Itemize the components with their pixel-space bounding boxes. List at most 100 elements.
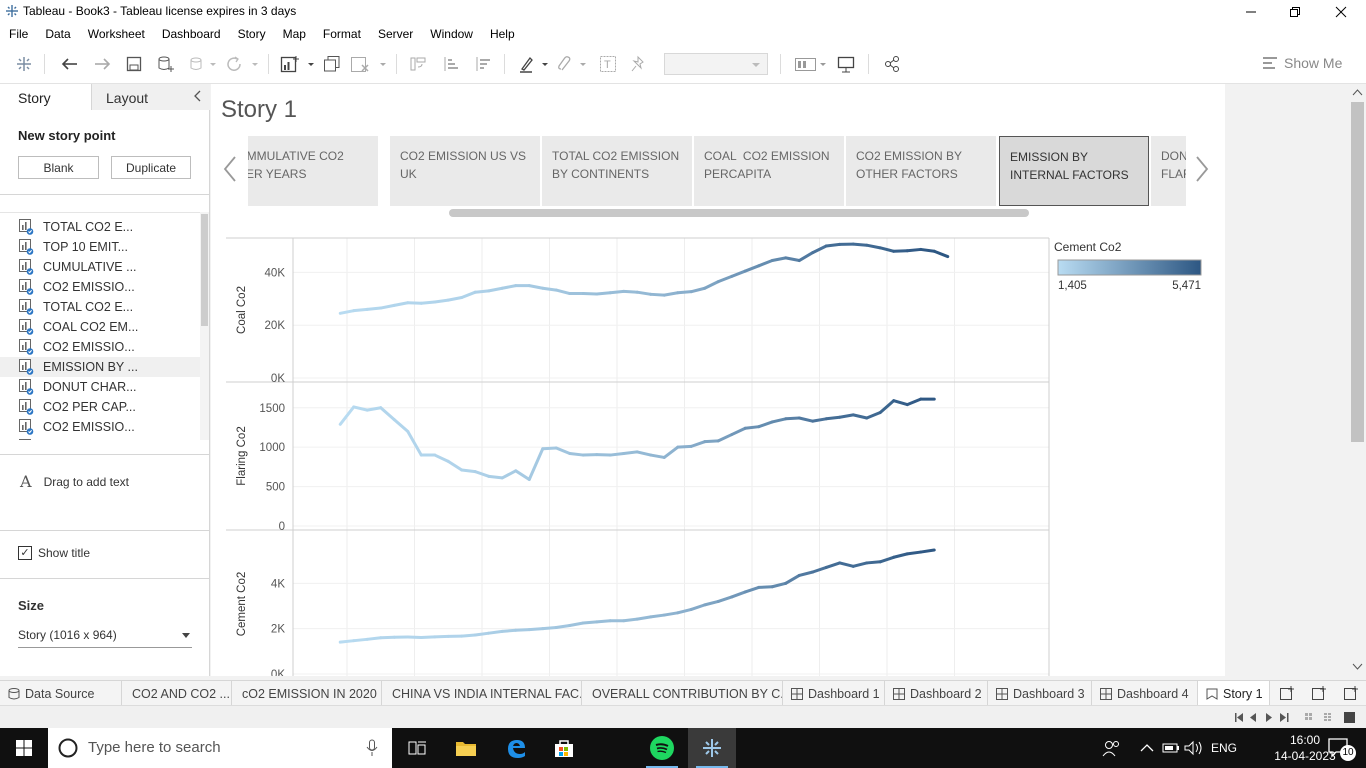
language-indicator[interactable]: ENG [1211, 741, 1238, 755]
story-point[interactable]: TOTAL CO2 EMISSION BY CONTINENTS [542, 136, 692, 206]
microphone-icon[interactable] [366, 739, 378, 757]
sheet-tab[interactable]: Data Source [0, 681, 122, 706]
sheet-list-scrollbar[interactable] [200, 212, 209, 440]
spotify-button[interactable] [638, 728, 686, 768]
minimize-button[interactable] [1228, 0, 1274, 23]
menu-format[interactable]: Format [322, 26, 361, 41]
vertical-scrollbar[interactable] [1349, 84, 1366, 676]
drag-to-add-text[interactable]: A Drag to add text [20, 472, 129, 491]
pause-updates-button[interactable] [188, 54, 218, 74]
sort-ascending-button[interactable] [440, 54, 460, 74]
story-sheet-item[interactable]: EMISSION BY ... [0, 357, 200, 377]
new-story-tab-button[interactable] [1342, 685, 1360, 703]
edge-browser-button[interactable] [492, 728, 540, 768]
show-labels-button[interactable]: T [598, 54, 618, 74]
story-sheet-item[interactable]: TOTAL CO2 E... [0, 297, 200, 317]
scroll-up-icon[interactable] [1349, 86, 1366, 100]
story-point[interactable]: DONUT FLARIN [1151, 136, 1186, 206]
undo-button[interactable] [60, 54, 80, 74]
close-button[interactable] [1318, 0, 1364, 23]
start-button[interactable] [0, 728, 48, 768]
scrollbar-thumb[interactable] [201, 214, 208, 326]
store-button[interactable] [540, 728, 588, 768]
story-sheet-item[interactable]: TOP 10 EMIT... [0, 237, 200, 257]
task-view-button[interactable] [394, 728, 442, 768]
sheet-tab[interactable]: Dashboard 4 [1092, 681, 1198, 706]
clear-sheet-button[interactable] [350, 54, 386, 74]
story-sheet-item[interactable]: OVERALL CO... [0, 437, 200, 440]
menu-data[interactable]: Data [45, 26, 71, 41]
view-mode-icons[interactable] [1304, 711, 1360, 725]
show-cards-button[interactable] [794, 54, 828, 74]
group-members-button[interactable] [556, 54, 588, 74]
menu-window[interactable]: Window [430, 26, 473, 41]
action-center-button[interactable]: 10 [1326, 736, 1362, 761]
next-story-point-button[interactable] [1195, 156, 1209, 182]
presentation-mode-button[interactable] [836, 54, 856, 74]
new-data-source-button[interactable] [156, 54, 176, 74]
tab-layout[interactable]: Layout [92, 84, 210, 110]
sheet-tab[interactable]: Dashboard 1 [783, 681, 885, 706]
story-point[interactable]: UMMULATIVE CO2 VER YEARS [248, 136, 378, 206]
highlight-button[interactable] [518, 54, 550, 74]
blank-button[interactable]: Blank [18, 156, 99, 179]
story-point[interactable]: CO2 EMISSION US VS UK [390, 136, 540, 206]
story-sheet-item[interactable]: CO2 EMISSIO... [0, 417, 200, 437]
sheet-tab[interactable]: Story 1 [1198, 681, 1270, 706]
battery-icon[interactable] [1162, 742, 1180, 754]
story-sheet-item[interactable]: DONUT CHAR... [0, 377, 200, 397]
menu-worksheet[interactable]: Worksheet [87, 26, 145, 41]
menu-dashboard[interactable]: Dashboard [161, 26, 221, 41]
taskbar-search[interactable]: Type here to search [48, 728, 392, 768]
sheet-nav-icons[interactable] [1234, 712, 1294, 724]
story-sheet-item[interactable]: CO2 EMISSIO... [0, 337, 200, 357]
scroll-down-icon[interactable] [1349, 660, 1366, 674]
menu-file[interactable]: File [9, 26, 29, 41]
new-dashboard-tab-button[interactable] [1310, 685, 1328, 703]
story-sheet-item[interactable]: CUMULATIVE ... [0, 257, 200, 277]
show-me-button[interactable]: Show Me [1262, 55, 1342, 71]
save-button[interactable] [124, 54, 144, 74]
sheet-tab[interactable]: cO2 EMISSION IN 2020 [232, 681, 382, 706]
story-point[interactable]: COAL CO2 EMISSION PERCAPITA [694, 136, 844, 206]
menu-map[interactable]: Map [282, 26, 306, 41]
size-dropdown[interactable]: Story (1016 x 964) [18, 628, 192, 648]
collapse-pane-icon[interactable] [194, 90, 202, 102]
fix-axes-button[interactable] [628, 54, 648, 74]
tableau-home-button[interactable] [14, 54, 34, 74]
tableau-taskbar-button[interactable] [688, 728, 736, 768]
restore-button[interactable] [1272, 0, 1318, 23]
redo-button[interactable] [92, 54, 112, 74]
clock[interactable]: 16:00 14-04-2023 [1274, 732, 1336, 764]
sheet-tab[interactable]: CHINA VS INDIA INTERNAL FAC... [382, 681, 582, 706]
sheet-tab[interactable]: OVERALL CONTRIBUTION BY C... [582, 681, 783, 706]
story-point[interactable]: EMISSION BY INTERNAL FACTORS [999, 136, 1149, 206]
story-sheet-item[interactable]: TOTAL CO2 E... [0, 217, 200, 237]
previous-story-point-button[interactable] [223, 156, 237, 182]
story-navigator-scrollbar[interactable] [449, 209, 1029, 217]
fit-dropdown[interactable] [664, 53, 768, 75]
new-worksheet-tab-button[interactable] [1278, 685, 1296, 703]
story-sheet-item[interactable]: CO2 PER CAP... [0, 397, 200, 417]
swap-button[interactable] [408, 54, 428, 74]
file-explorer-button[interactable] [442, 728, 490, 768]
story-sheet-item[interactable]: CO2 EMISSIO... [0, 277, 200, 297]
sheet-tab[interactable]: Dashboard 2 [885, 681, 988, 706]
duplicate-button[interactable]: Duplicate [111, 156, 191, 179]
scrollbar-thumb[interactable] [1351, 102, 1364, 442]
show-title-checkbox[interactable]: ✓ Show title [18, 546, 90, 560]
menu-story[interactable]: Story [237, 26, 266, 41]
chevron-up-icon[interactable] [1140, 743, 1154, 753]
refresh-button[interactable] [226, 54, 258, 74]
menu-server[interactable]: Server [377, 26, 414, 41]
story-sheet-item[interactable]: COAL CO2 EM... [0, 317, 200, 337]
menu-help[interactable]: Help [489, 26, 515, 41]
duplicate-sheet-button[interactable] [322, 54, 342, 74]
tab-story[interactable]: Story [0, 84, 92, 110]
people-icon[interactable] [1102, 739, 1120, 757]
volume-icon[interactable] [1184, 740, 1204, 756]
share-button[interactable] [882, 54, 902, 74]
sheet-tab[interactable]: Dashboard 3 [988, 681, 1092, 706]
story-point[interactable]: CO2 EMISSION BY OTHER FACTORS [846, 136, 996, 206]
new-worksheet-button[interactable] [280, 54, 314, 74]
